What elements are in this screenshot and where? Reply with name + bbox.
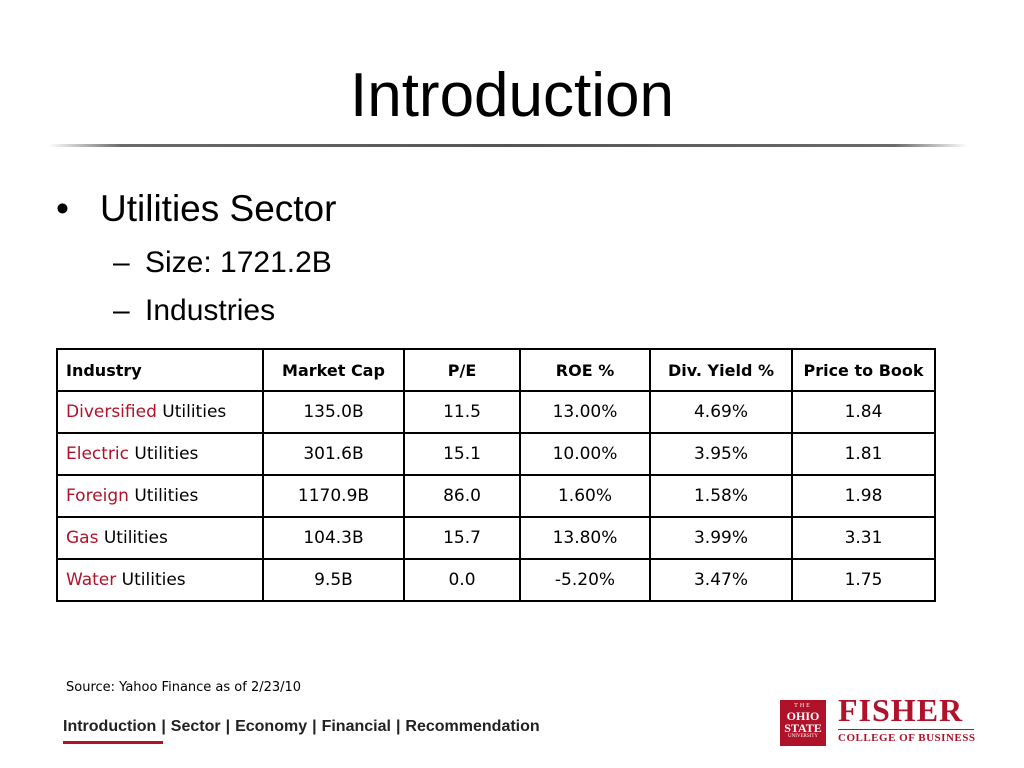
- roe-cell: 1.60%: [519, 474, 651, 518]
- market-cap-cell: 104.3B: [262, 516, 405, 560]
- table-row: Gas Utilities 104.3B 15.7 13.80% 3.99% 3…: [56, 516, 936, 560]
- fisher-logo-rule: [838, 729, 974, 730]
- header-div-yield: Div. Yield %: [649, 348, 793, 392]
- nav-separator: |: [312, 718, 317, 735]
- pe-cell: 11.5: [403, 390, 521, 434]
- bullet-utilities-sector: • Utilities Sector: [56, 186, 336, 232]
- osu-logo-state: STATE: [784, 721, 822, 735]
- nav-item-sector[interactable]: Sector: [170, 718, 221, 735]
- price-to-book-cell: 1.75: [791, 558, 936, 602]
- header-market-cap: Market Cap: [262, 348, 405, 392]
- industry-cell: Electric Utilities: [56, 432, 264, 476]
- table-row: Water Utilities 9.5B 0.0 -5.20% 3.47% 1.…: [56, 558, 936, 602]
- industry-rest: Utilities: [128, 486, 199, 506]
- roe-cell: 10.00%: [519, 432, 651, 476]
- section-nav: Introduction | Sector | Economy | Financial | Re…: [63, 718, 540, 736]
- header-roe: ROE %: [519, 348, 651, 392]
- pe-cell: 86.0: [403, 474, 521, 518]
- slide-title: Introduction: [350, 61, 674, 130]
- sub-bullet-text: Size: 1721.2B: [145, 246, 332, 279]
- div-yield-cell: 3.47%: [649, 558, 793, 602]
- industry-highlight: Electric: [66, 444, 129, 464]
- div-yield-cell: 3.99%: [649, 516, 793, 560]
- industry-rest: Utilities: [129, 444, 199, 464]
- div-yield-cell: 4.69%: [649, 390, 793, 434]
- header-price-to-book: Price to Book: [791, 348, 936, 392]
- industry-cell: Diversified Utilities: [56, 390, 264, 434]
- roe-cell: -5.20%: [519, 558, 651, 602]
- industry-highlight: Foreign: [66, 486, 129, 506]
- industry-rest: Utilities: [116, 570, 186, 590]
- pe-cell: 0.0: [403, 558, 521, 602]
- div-yield-cell: 3.95%: [649, 432, 793, 476]
- price-to-book-cell: 1.81: [791, 432, 936, 476]
- industry-highlight: Diversified: [66, 402, 157, 422]
- bullet-text: Utilities Sector: [100, 188, 337, 229]
- price-to-book-cell: 1.84: [791, 390, 936, 434]
- industry-cell: Foreign Utilities: [56, 474, 264, 518]
- nav-item-economy[interactable]: Economy: [235, 718, 308, 735]
- market-cap-cell: 1170.9B: [262, 474, 405, 518]
- dash-icon: –: [113, 294, 130, 327]
- market-cap-cell: 301.6B: [262, 432, 405, 476]
- table-header-row: Industry Market Cap P/E ROE % Div. Yield…: [56, 348, 936, 392]
- sub-bullet-industries: – Industries: [113, 292, 275, 330]
- dash-icon: –: [113, 246, 130, 279]
- industry-rest: Utilities: [156, 402, 227, 422]
- college-of-business-text: COLLEGE OF BUSINESS: [838, 732, 976, 744]
- price-to-book-cell: 3.31: [791, 516, 936, 560]
- ohio-state-logo: THE OHIO STATE UNIVERSITY: [780, 700, 826, 746]
- nav-item-recommendation[interactable]: Recommendation: [405, 718, 540, 735]
- price-to-book-cell: 1.98: [791, 474, 936, 518]
- osu-logo-ohio: OHIO: [786, 709, 820, 723]
- pe-cell: 15.1: [403, 432, 521, 476]
- source-note: Source: Yahoo Finance as of 2/23/10: [66, 680, 302, 695]
- table-row: Foreign Utilities 1170.9B 86.0 1.60% 1.5…: [56, 474, 936, 518]
- header-pe: P/E: [403, 348, 521, 392]
- active-nav-underline: [63, 741, 163, 744]
- sub-bullet-text: Industries: [145, 294, 276, 327]
- pe-cell: 15.7: [403, 516, 521, 560]
- table-row: Electric Utilities 301.6B 15.1 10.00% 3.…: [56, 432, 936, 476]
- nav-item-financial[interactable]: Financial: [321, 718, 391, 735]
- bullet-icon: •: [56, 188, 69, 229]
- sub-bullet-size: – Size: 1721.2B: [113, 244, 332, 282]
- roe-cell: 13.80%: [519, 516, 651, 560]
- industry-highlight: Gas: [66, 528, 99, 548]
- header-industry: Industry: [56, 348, 264, 392]
- osu-logo-the: THE: [794, 703, 812, 709]
- table-row: Diversified Utilities 135.0B 11.5 13.00%…: [56, 390, 936, 434]
- industry-rest: Utilities: [98, 528, 168, 548]
- market-cap-cell: 9.5B: [262, 558, 405, 602]
- nav-separator: |: [395, 718, 401, 735]
- roe-cell: 13.00%: [519, 390, 651, 434]
- fisher-logo-text: FISHER: [838, 692, 964, 728]
- market-cap-cell: 135.0B: [262, 390, 405, 434]
- nav-separator: |: [161, 718, 166, 735]
- osu-logo-university: UNIVERSITY: [788, 734, 818, 739]
- div-yield-cell: 1.58%: [649, 474, 793, 518]
- industry-table: Industry Market Cap P/E ROE % Div. Yield…: [56, 348, 936, 602]
- title-divider: [48, 144, 968, 147]
- industry-cell: Gas Utilities: [56, 516, 264, 560]
- industry-highlight: Water: [66, 570, 117, 590]
- nav-separator: |: [225, 718, 231, 735]
- nav-item-introduction[interactable]: Introduction: [63, 718, 157, 735]
- industry-cell: Water Utilities: [56, 558, 264, 602]
